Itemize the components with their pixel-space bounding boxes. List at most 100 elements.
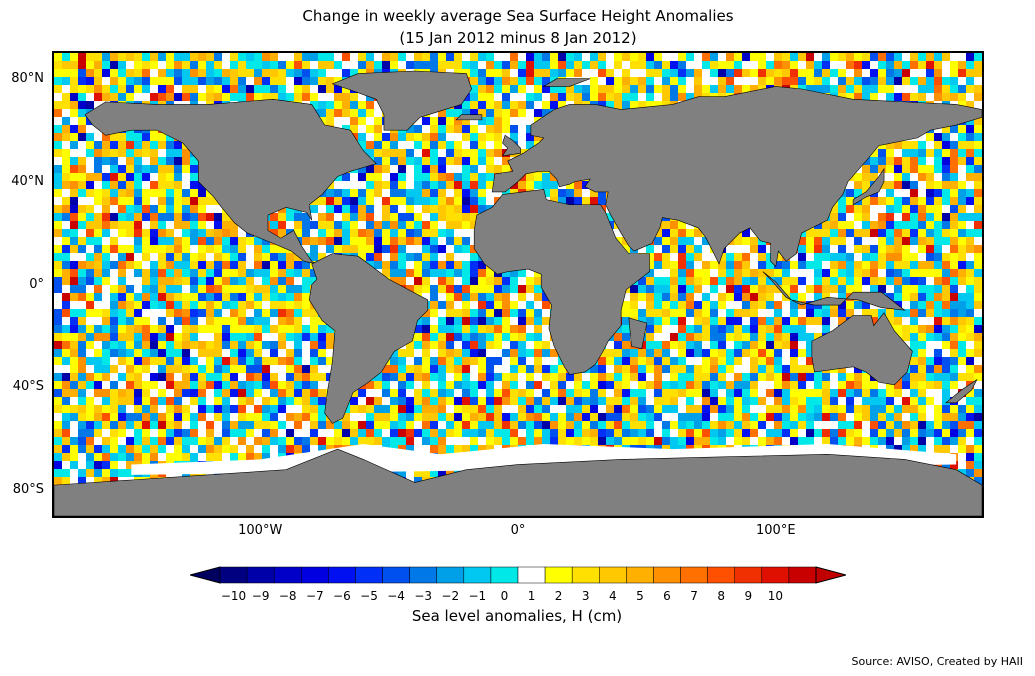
anomaly-cell [494,333,502,341]
anomaly-cell [62,357,70,365]
anomaly-cell [814,293,822,301]
anomaly-cell [166,277,174,285]
anomaly-cell [822,229,830,237]
anomaly-cell [86,141,94,149]
anomaly-cell [78,293,86,301]
anomaly-cell [926,181,934,189]
anomaly-cell [582,61,590,69]
anomaly-cell [118,373,126,381]
anomaly-cell [558,421,566,429]
anomaly-cell [70,437,78,445]
anomaly-cell [974,317,982,325]
anomaly-cell [486,413,494,421]
anomaly-cell [542,373,550,381]
anomaly-cell [846,77,854,85]
anomaly-cell [214,285,222,293]
anomaly-cell [102,221,110,229]
anomaly-cell [526,421,534,429]
anomaly-cell [958,237,966,245]
anomaly-cell [246,93,254,101]
anomaly-cell [158,413,166,421]
anomaly-cell [422,325,430,333]
anomaly-cell [758,301,766,309]
anomaly-cell [670,285,678,293]
anomaly-cell [822,309,830,317]
anomaly-cell [214,237,222,245]
anomaly-cell [94,429,102,437]
anomaly-cell [262,405,270,413]
anomaly-cell [142,389,150,397]
anomaly-cell [766,365,774,373]
anomaly-cell [678,381,686,389]
anomaly-cell [470,173,478,181]
anomaly-cell [942,141,950,149]
anomaly-cell [382,149,390,157]
anomaly-cell [142,333,150,341]
anomaly-cell [486,117,494,125]
anomaly-cell [678,93,686,101]
anomaly-cell [118,293,126,301]
anomaly-cell [334,61,342,69]
anomaly-cell [294,397,302,405]
anomaly-cell [470,357,478,365]
anomaly-cell [94,229,102,237]
anomaly-cell [302,229,310,237]
anomaly-cell [110,237,118,245]
anomaly-cell [958,349,966,357]
anomaly-cell [702,293,710,301]
anomaly-cell [382,141,390,149]
anomaly-cell [398,373,406,381]
anomaly-cell [70,341,78,349]
anomaly-cell [534,317,542,325]
anomaly-cell [910,317,918,325]
anomaly-cell [78,173,86,181]
anomaly-cell [430,293,438,301]
anomaly-cell [310,253,318,261]
anomaly-cell [822,77,830,85]
anomaly-cell [422,189,430,197]
anomaly-cell [638,405,646,413]
anomaly-cell [230,85,238,93]
anomaly-cell [414,173,422,181]
anomaly-cell [414,405,422,413]
anomaly-cell [758,413,766,421]
anomaly-cell [430,213,438,221]
anomaly-cell [758,69,766,77]
anomaly-cell [190,189,198,197]
anomaly-cell [782,53,790,61]
anomaly-cell [278,69,286,77]
anomaly-cell [662,397,670,405]
anomaly-cell [870,245,878,253]
anomaly-cell [398,189,406,197]
anomaly-cell [190,373,198,381]
anomaly-cell [206,213,214,221]
anomaly-cell [574,421,582,429]
anomaly-cell [950,349,958,357]
anomaly-cell [102,93,110,101]
anomaly-cell [966,189,974,197]
anomaly-cell [630,53,638,61]
anomaly-cell [958,293,966,301]
anomaly-cell [438,133,446,141]
anomaly-cell [526,125,534,133]
anomaly-cell [462,445,470,453]
anomaly-cell [62,69,70,77]
anomaly-cell [838,373,846,381]
anomaly-cell [126,173,134,181]
anomaly-cell [382,213,390,221]
anomaly-cell [718,357,726,365]
anomaly-cell [238,261,246,269]
anomaly-cell [110,413,118,421]
anomaly-cell [358,245,366,253]
anomaly-cell [606,381,614,389]
anomaly-cell [590,93,598,101]
anomaly-cell [182,429,190,437]
anomaly-cell [118,133,126,141]
anomaly-cell [230,381,238,389]
anomaly-cell [54,421,62,429]
anomaly-cell [446,197,454,205]
anomaly-cell [150,285,158,293]
anomaly-cell [710,61,718,69]
anomaly-cell [934,85,942,93]
anomaly-cell [118,421,126,429]
